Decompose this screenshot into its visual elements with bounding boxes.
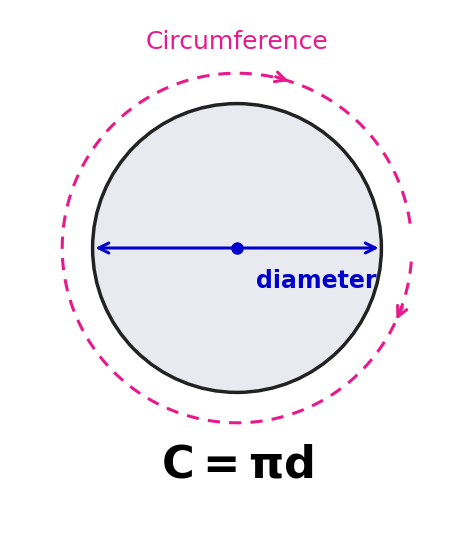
Text: Circumference: Circumference (146, 30, 328, 54)
Text: $\mathbf{C = \pi d}$: $\mathbf{C = \pi d}$ (161, 443, 313, 486)
Text: diameter: diameter (256, 269, 376, 293)
Circle shape (92, 104, 382, 392)
